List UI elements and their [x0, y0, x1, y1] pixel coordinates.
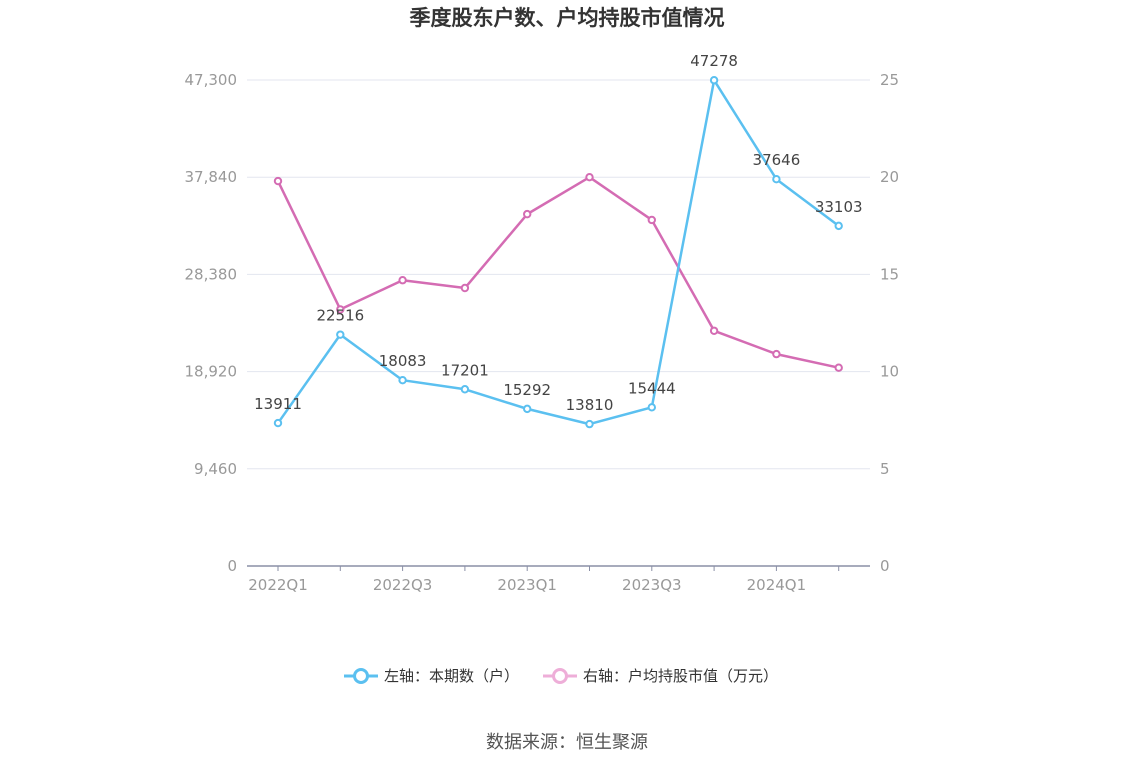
data-label: 33103	[815, 198, 863, 216]
right-series-point[interactable]	[834, 363, 843, 372]
left-series-point[interactable]	[585, 419, 594, 429]
right-series-point[interactable]	[398, 276, 407, 285]
series-layer	[273, 76, 843, 429]
grid-lines	[247, 79, 870, 470]
legend-right-series-swatch-marker	[552, 668, 568, 684]
data-label: 22516	[316, 307, 364, 325]
right-axis-tick-label: 25	[880, 71, 899, 89]
data-label: 17201	[441, 361, 489, 379]
x-axis-tick-label: 2023Q1	[497, 576, 557, 594]
data-label: 13911	[254, 395, 302, 413]
left-axis-tick-labels: 0 9,460 18,920 28,380 37,840 47,300	[185, 71, 238, 575]
right-series-point[interactable]	[336, 305, 345, 314]
left-axis-tick-label: 37,840	[185, 168, 238, 186]
data-labels: 13911 22516 18083 17201 15292 13810 15444 47278…	[254, 52, 862, 414]
x-axis-tick-label: 2022Q1	[248, 576, 308, 594]
left-axis-tick-label: 28,380	[185, 265, 238, 283]
x-axis-tick-label: 2024Q1	[747, 576, 807, 594]
x-axis-tick-label: 2022Q3	[373, 576, 433, 594]
legend-item-right-series[interactable]: 右轴：户均持股市值（万元）	[543, 667, 778, 685]
left-axis-tick-label: 47,300	[185, 71, 238, 89]
left-series-point[interactable]	[336, 330, 345, 339]
right-axis-tick-label: 20	[880, 168, 899, 186]
left-series-point[interactable]	[772, 174, 781, 184]
data-label: 13810	[566, 396, 614, 414]
left-series-point[interactable]	[398, 376, 407, 385]
data-label: 47278	[690, 52, 738, 70]
right-axis-tick-label: 5	[880, 460, 890, 478]
right-axis-tick-label: 15	[880, 265, 899, 283]
left-series-point[interactable]	[460, 385, 470, 394]
legend-right-series-label: 右轴：户均持股市值（万元）	[583, 667, 778, 685]
legend-left-series-swatch-marker	[353, 668, 369, 684]
right-series-point[interactable]	[523, 209, 532, 219]
right-series-point[interactable]	[460, 283, 470, 293]
left-series-point[interactable]	[834, 221, 843, 231]
right-series-line	[276, 175, 839, 369]
data-source-note: 数据来源：恒生聚源	[486, 732, 648, 753]
left-axis-tick-label: 0	[227, 557, 237, 575]
right-axis-tick-label: 10	[880, 363, 899, 381]
right-axis-tick-labels: 0 5 10 15 20 25	[880, 71, 899, 575]
left-series-point[interactable]	[523, 404, 532, 414]
right-series-point[interactable]	[709, 326, 719, 335]
right-series-point[interactable]	[772, 349, 781, 359]
right-axis-tick-label: 0	[880, 557, 890, 575]
left-series-point[interactable]	[709, 76, 719, 85]
right-series-point[interactable]	[273, 176, 283, 186]
legend-left-series-label: 左轴：本期数（户）	[384, 667, 519, 685]
data-label: 37646	[753, 151, 801, 169]
left-axis-tick-label: 9,460	[194, 460, 237, 478]
x-axis: 2022Q1 2022Q3 2023Q1 2023Q3 2024Q1	[247, 565, 870, 594]
left-series-point[interactable]	[647, 403, 656, 412]
data-label: 15444	[628, 379, 676, 397]
data-label: 15292	[503, 381, 551, 399]
left-series-line	[276, 78, 840, 426]
right-series-point[interactable]	[647, 215, 656, 225]
legend: 左轴：本期数（户） 右轴：户均持股市值（万元）	[344, 667, 778, 685]
right-series-point[interactable]	[585, 173, 594, 182]
chart-title: 季度股东户数、户均持股市值情况	[410, 6, 725, 30]
legend-item-left-series[interactable]: 左轴：本期数（户）	[344, 667, 519, 685]
left-axis-tick-label: 18,920	[185, 363, 238, 381]
left-series-point[interactable]	[273, 418, 283, 428]
x-axis-tick-label: 2023Q3	[622, 576, 682, 594]
data-label: 18083	[379, 352, 427, 370]
